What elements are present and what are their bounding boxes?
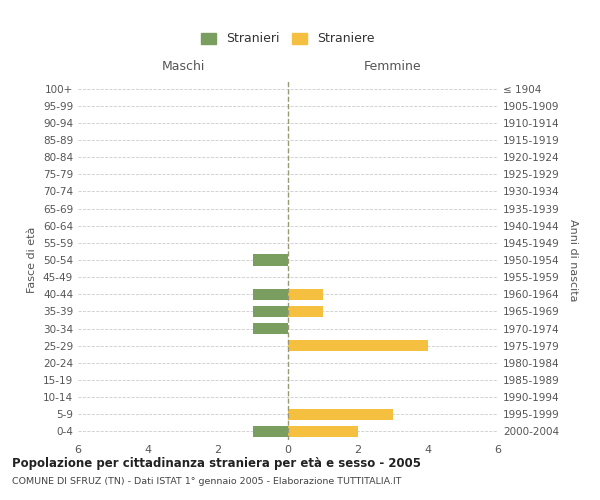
Bar bbox=[288, 426, 358, 437]
Text: COMUNE DI SFRUZ (TN) - Dati ISTAT 1° gennaio 2005 - Elaborazione TUTTITALIA.IT: COMUNE DI SFRUZ (TN) - Dati ISTAT 1° gen… bbox=[12, 478, 401, 486]
Y-axis label: Fasce di età: Fasce di età bbox=[28, 227, 37, 293]
Bar bbox=[253, 323, 288, 334]
Text: Maschi: Maschi bbox=[161, 60, 205, 72]
Bar bbox=[288, 340, 428, 351]
Bar bbox=[253, 254, 288, 266]
Text: Femmine: Femmine bbox=[364, 60, 422, 72]
Legend: Stranieri, Straniere: Stranieri, Straniere bbox=[197, 28, 379, 49]
Text: Popolazione per cittadinanza straniera per età e sesso - 2005: Popolazione per cittadinanza straniera p… bbox=[12, 458, 421, 470]
Bar bbox=[288, 408, 393, 420]
Bar bbox=[253, 426, 288, 437]
Bar bbox=[288, 288, 323, 300]
Y-axis label: Anni di nascita: Anni di nascita bbox=[568, 219, 578, 301]
Bar bbox=[288, 306, 323, 317]
Bar bbox=[253, 288, 288, 300]
Bar bbox=[253, 306, 288, 317]
